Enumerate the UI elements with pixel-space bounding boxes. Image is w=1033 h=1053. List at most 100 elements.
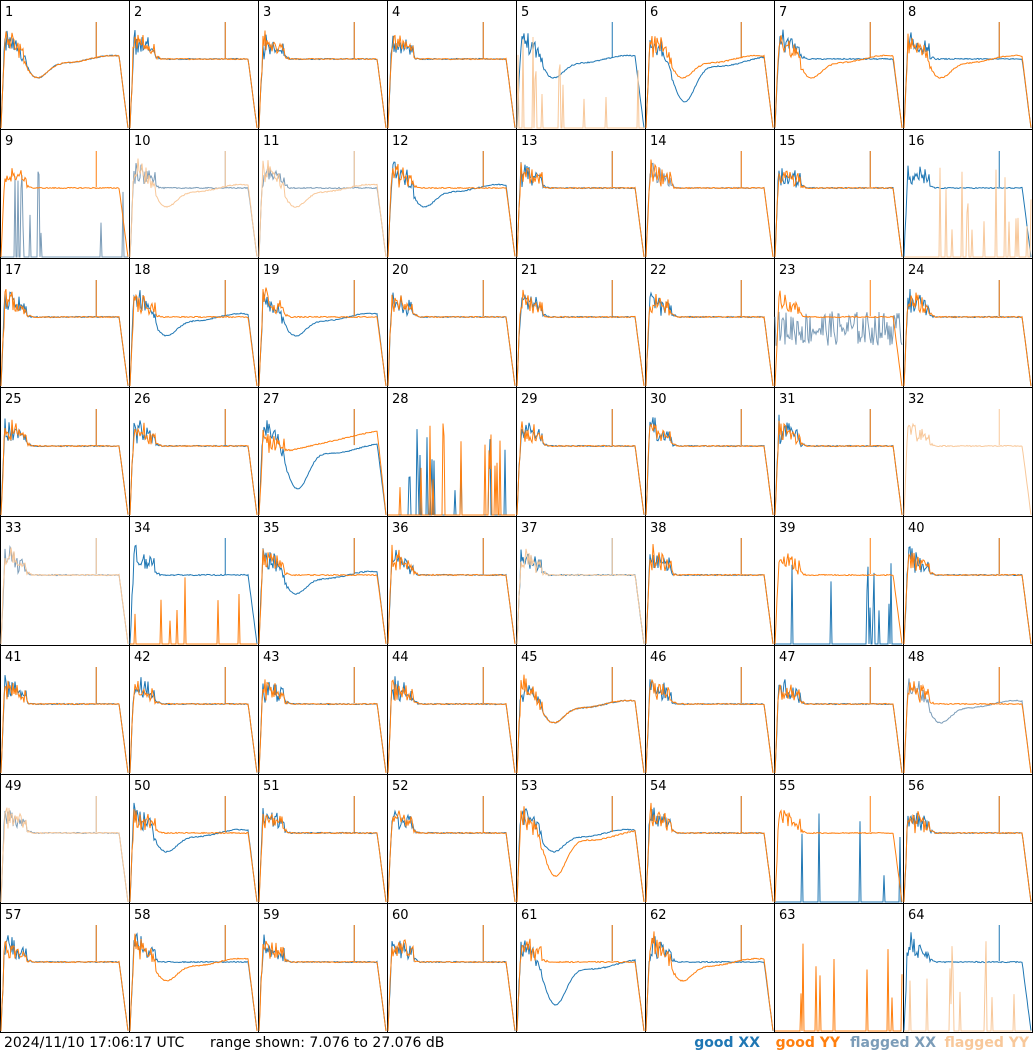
series-yy-33: [0, 547, 129, 645]
panel-label-51: 51: [263, 779, 280, 794]
series-yy-23: [774, 290, 903, 387]
panel-42: 42: [129, 645, 259, 775]
series-yy-60: [387, 939, 516, 1031]
series-xx-9: [1, 171, 128, 258]
panel-43: 43: [258, 645, 388, 775]
panel-label-11: 11: [263, 134, 280, 149]
panel-57: 57: [0, 903, 130, 1033]
series-yy-26: [129, 422, 258, 516]
series-yy-59: [258, 940, 387, 1032]
panel-frame: [129, 387, 259, 517]
panel-frame: [387, 645, 517, 775]
panel-frame: [903, 129, 1033, 259]
series-yy-7: [774, 35, 903, 129]
legend-good-yy: good YY: [775, 1035, 840, 1051]
panel-frame: [903, 387, 1033, 517]
panel-frame: [0, 516, 130, 646]
panel-frame: [645, 129, 775, 259]
panel-frame: [516, 129, 646, 259]
panel-label-46: 46: [650, 650, 667, 665]
series-xx-16: [903, 165, 1032, 258]
panel-label-36: 36: [392, 521, 409, 536]
panel-label-41: 41: [5, 650, 22, 665]
series-yy-18: [129, 293, 258, 387]
series-yy-24: [903, 292, 1032, 387]
series-yy-42: [129, 681, 258, 774]
panel-label-55: 55: [779, 779, 796, 794]
panel-frame: [387, 258, 517, 388]
panel-frame: [387, 129, 517, 259]
panel-label-7: 7: [779, 5, 787, 20]
panel-45: 45: [516, 645, 646, 775]
series-yy-51: [258, 813, 387, 903]
series-yy-37: [516, 548, 645, 645]
panel-52: 52: [387, 774, 517, 904]
panel-label-48: 48: [908, 650, 925, 665]
panel-frame: [645, 903, 775, 1033]
panel-46: 46: [645, 645, 775, 775]
panel-53: 53: [516, 774, 646, 904]
series-yy-56: [903, 811, 1032, 902]
panel-6: 6: [645, 0, 775, 130]
series-xx-4: [387, 35, 516, 129]
panel-label-61: 61: [521, 908, 538, 923]
series-xx-55: [775, 813, 902, 903]
panel-44: 44: [387, 645, 517, 775]
panel-18: 18: [129, 258, 259, 388]
series-yy-53: [516, 806, 645, 903]
series-yy-54: [645, 802, 774, 903]
panel-26: 26: [129, 387, 259, 517]
legend-flagged-xx: flagged XX: [850, 1035, 936, 1051]
panel-label-56: 56: [908, 779, 925, 794]
series-yy-48: [903, 681, 1032, 774]
series-yy-40: [903, 552, 1032, 645]
panel-32: 32: [903, 387, 1033, 517]
panel-33: 33: [0, 516, 130, 646]
panel-61: 61: [516, 903, 646, 1033]
panel-label-53: 53: [521, 779, 538, 794]
panel-frame: [645, 0, 775, 130]
series-yy-49: [0, 807, 129, 903]
panel-frame: [387, 516, 517, 646]
panel-4: 4: [387, 0, 517, 130]
panel-64: 64: [903, 903, 1033, 1033]
panel-label-30: 30: [650, 392, 667, 407]
panel-1: 1: [0, 0, 130, 130]
panel-label-26: 26: [134, 392, 151, 407]
panel-49: 49: [0, 774, 130, 904]
panel-19: 19: [258, 258, 388, 388]
panel-frame: [129, 903, 259, 1033]
panel-59: 59: [258, 903, 388, 1033]
panel-label-33: 33: [5, 521, 22, 536]
series-yy-30: [645, 423, 774, 516]
panel-38: 38: [645, 516, 775, 646]
panel-label-34: 34: [134, 521, 151, 536]
series-yy-20: [387, 294, 516, 386]
series-xx-5: [516, 33, 645, 129]
panel-3: 3: [258, 0, 388, 130]
panel-41: 41: [0, 645, 130, 775]
series-yy-55: [774, 809, 903, 903]
series-yy-12: [387, 163, 516, 258]
series-yy-36: [387, 544, 516, 645]
panel-37: 37: [516, 516, 646, 646]
panel-label-18: 18: [134, 263, 151, 278]
panel-label-44: 44: [392, 650, 409, 665]
panel-60: 60: [387, 903, 517, 1033]
panel-frame: [774, 258, 904, 388]
series-yy-21: [516, 289, 645, 387]
panel-frame: [0, 903, 130, 1033]
series-yy-10: [129, 158, 258, 258]
series-xx-6: [645, 38, 774, 128]
panel-8: 8: [903, 0, 1033, 130]
series-yy-5: [516, 36, 644, 129]
panel-label-39: 39: [779, 521, 796, 536]
panel-16: 16: [903, 129, 1033, 259]
panel-label-62: 62: [650, 908, 667, 923]
panel-55: 55: [774, 774, 904, 904]
series-yy-46: [645, 678, 774, 774]
panel-62: 62: [645, 903, 775, 1033]
panel-label-24: 24: [908, 263, 925, 278]
panel-frame: [774, 516, 904, 646]
panel-frame: [774, 774, 904, 904]
